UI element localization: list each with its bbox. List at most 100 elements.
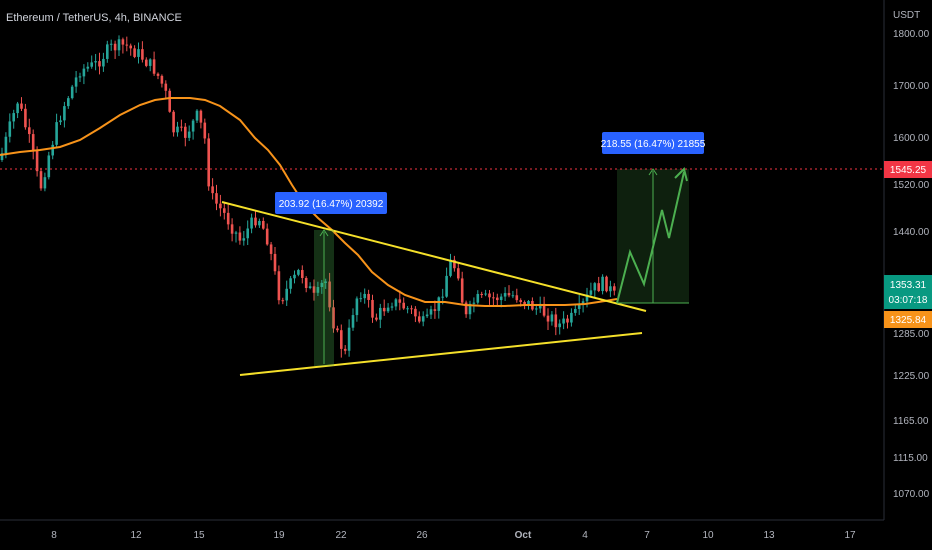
candle: [351, 308, 355, 331]
candle: [496, 293, 499, 307]
candle: [336, 325, 339, 333]
candle: [375, 313, 378, 322]
candle: [207, 133, 210, 191]
candle: [63, 101, 66, 128]
candle: [347, 319, 351, 357]
candle: [28, 118, 31, 143]
candle: [398, 290, 402, 311]
time-axis[interactable]: 8 12 15 19 22 26 Oct 4 7 10 13 17: [51, 530, 856, 541]
candle: [195, 109, 199, 124]
candle: [137, 42, 140, 64]
measure-label-1: 203.92 (16.47%) 20392: [279, 199, 384, 210]
candle: [285, 280, 288, 306]
candle: [503, 287, 507, 302]
candle: [613, 283, 616, 296]
last-price-tag: 1353.31 03:07:18: [884, 275, 932, 309]
candle: [242, 230, 246, 246]
candle: [90, 55, 93, 69]
candle: [320, 280, 324, 294]
candle: [301, 265, 304, 284]
candle: [39, 167, 43, 191]
measure-arrowhead-2: [648, 168, 658, 176]
candle: [406, 306, 409, 314]
candle: [20, 97, 23, 112]
candle: [363, 288, 366, 304]
x-tick-label: 26: [416, 530, 428, 541]
x-tick-label: 7: [644, 530, 650, 541]
candle: [102, 52, 105, 72]
candle: [332, 299, 335, 333]
candle: [328, 272, 331, 312]
candle: [609, 280, 612, 298]
candle: [238, 226, 242, 245]
candle: [74, 70, 78, 93]
candle: [219, 194, 222, 217]
candle: [379, 303, 382, 329]
y-tick-label: 1800.00: [893, 29, 930, 40]
candle: [593, 282, 597, 298]
candle: [308, 282, 312, 290]
x-tick-label: 15: [193, 530, 205, 541]
candle: [367, 289, 370, 308]
candle: [180, 119, 183, 132]
candle: [460, 271, 464, 304]
candle: [98, 52, 101, 75]
candle: [172, 110, 175, 137]
y-tick-label: 1700.00: [893, 81, 930, 92]
candle: [70, 84, 74, 100]
candle: [16, 101, 19, 119]
candle: [191, 118, 195, 140]
candle: [289, 275, 292, 294]
candle: [59, 115, 62, 126]
candle: [117, 35, 121, 56]
candle: [234, 230, 238, 243]
x-tick-label: 4: [582, 530, 588, 541]
candle: [67, 96, 70, 109]
candle: [581, 298, 585, 313]
candle: [394, 297, 398, 311]
y-tick-label: 1070.00: [893, 489, 930, 500]
measure-label-bg-2: [602, 132, 704, 154]
candle: [546, 308, 550, 330]
candle: [554, 307, 558, 336]
candle: [24, 103, 27, 130]
target-price-tag: 1545.25: [884, 161, 932, 178]
countdown-label: 03:07:18: [889, 295, 928, 306]
candle: [258, 218, 261, 228]
candle: [484, 289, 487, 297]
svg-text:1353.31: 1353.31: [890, 280, 927, 291]
x-tick-label: 13: [763, 530, 775, 541]
candle: [277, 265, 281, 305]
candle: [187, 125, 191, 142]
candle: [133, 45, 136, 59]
x-tick-label: 22: [335, 530, 347, 541]
candle: [152, 51, 156, 76]
candle: [176, 121, 179, 137]
candle: [94, 53, 97, 71]
candle: [211, 178, 214, 200]
candle: [340, 324, 343, 358]
candle: [145, 57, 148, 68]
candle: [55, 113, 58, 148]
candle: [269, 241, 273, 261]
candle: [78, 72, 82, 82]
upper-trendline[interactable]: [221, 201, 647, 312]
candle: [414, 306, 417, 323]
lower-trendline[interactable]: [239, 332, 643, 376]
candle: [262, 217, 265, 230]
candle: [515, 288, 519, 303]
candle: [445, 267, 448, 298]
candle: [43, 172, 47, 192]
price-axis[interactable]: 1800.00 1700.00 1600.00 1520.00 1440.00 1285.…: [893, 29, 930, 500]
projection-path[interactable]: [616, 171, 685, 304]
candle: [226, 204, 230, 230]
candle: [106, 40, 109, 63]
candle: [511, 290, 515, 299]
candle: [550, 311, 554, 326]
candle: [184, 123, 187, 147]
candle: [316, 281, 320, 297]
candle: [113, 40, 117, 59]
svg-text:1545.25: 1545.25: [890, 165, 927, 176]
candle: [542, 296, 546, 318]
